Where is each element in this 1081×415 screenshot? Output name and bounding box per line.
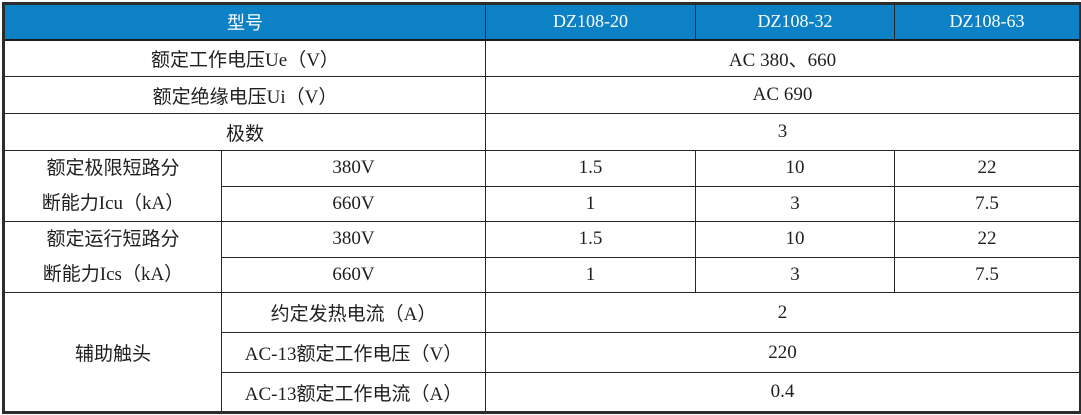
header-cell-dz108-20: DZ108-20: [485, 3, 696, 41]
cell-ics-660v-label: 660V: [221, 256, 486, 293]
cell-aux-ac13v-label: AC-13额定工作电压（V）: [221, 332, 486, 373]
cell-aux-thermal-label: 约定发热电流（A）: [221, 292, 486, 333]
cell-icu-380v-dz63: 22: [894, 150, 1081, 187]
row-rated-insulation-voltage: 额定绝缘电压Ui（V） AC 690: [3, 76, 1081, 114]
cell-aux-thermal-value: 2: [485, 292, 1081, 333]
cell-ics-380v-dz32: 10: [695, 221, 895, 258]
ics-label-line1: 额定运行短路分: [46, 229, 180, 250]
cell-poles-value: 3: [485, 113, 1081, 151]
icu-label-line1: 额定极限短路分: [46, 158, 180, 179]
cell-icu-label: 额定极限短路分 断能力Icu（kA）: [3, 150, 222, 222]
header-cell-model: 型号: [3, 3, 486, 41]
cell-ics-660v-dz32: 3: [695, 256, 895, 293]
cell-ics-380v-dz20: 1.5: [485, 221, 696, 258]
cell-icu-660v-dz63: 7.5: [894, 185, 1081, 222]
row-ics-660v: 660V 1 3 7.5: [4, 256, 1081, 293]
cell-aux-ac13a-value: 0.4: [485, 372, 1081, 413]
header-cell-dz108-32: DZ108-32: [695, 3, 895, 41]
cell-aux-label: 辅助触头: [3, 292, 222, 413]
cell-aux-ac13v-value: 220: [485, 332, 1081, 373]
row-aux-ac13-current: AC-13额定工作电流（A） 0.4: [4, 372, 1081, 413]
ics-label-line2: 断能力Ics（kA）: [42, 264, 184, 285]
cell-icu-660v-label: 660V: [221, 185, 486, 222]
table-header-row: 型号 DZ108-20 DZ108-32 DZ108-63: [3, 3, 1081, 41]
cell-ics-380v-label: 380V: [221, 221, 486, 258]
cell-ics-label: 额定运行短路分 断能力Ics（kA）: [3, 221, 222, 293]
row-icu-660v: 660V 1 3 7.5: [4, 185, 1081, 222]
cell-icu-660v-dz20: 1: [485, 185, 696, 222]
cell-ics-660v-dz63: 7.5: [894, 256, 1081, 293]
row-rated-working-voltage: 额定工作电压Ue（V） AC 380、660: [3, 39, 1081, 77]
cell-icu-380v-dz32: 10: [695, 150, 895, 187]
cell-poles-label: 极数: [3, 113, 486, 151]
cell-ue-value: AC 380、660: [485, 39, 1081, 77]
cell-ui-value: AC 690: [485, 76, 1081, 114]
cell-ics-380v-dz63: 22: [894, 221, 1081, 258]
row-aux-thermal-current: 辅助触头 约定发热电流（A） 2: [3, 292, 1081, 413]
icu-label-line2: 断能力Icu（kA）: [41, 193, 185, 214]
row-ics-380v: 额定运行短路分 断能力Ics（kA） 380V 1.5 10 22: [3, 221, 1081, 293]
cell-icu-380v-label: 380V: [221, 150, 486, 187]
cell-ue-label: 额定工作电压Ue（V）: [3, 39, 486, 77]
cell-aux-ac13a-label: AC-13额定工作电流（A）: [221, 372, 486, 413]
row-icu-380v: 额定极限短路分 断能力Icu（kA） 380V 1.5 10 22: [3, 150, 1081, 222]
header-cell-dz108-63: DZ108-63: [894, 3, 1081, 41]
cell-icu-380v-dz20: 1.5: [485, 150, 696, 187]
cell-ui-label: 额定绝缘电压Ui（V）: [3, 76, 486, 114]
cell-icu-660v-dz32: 3: [695, 185, 895, 222]
row-poles: 极数 3: [3, 113, 1081, 151]
cell-ics-660v-dz20: 1: [485, 256, 696, 293]
